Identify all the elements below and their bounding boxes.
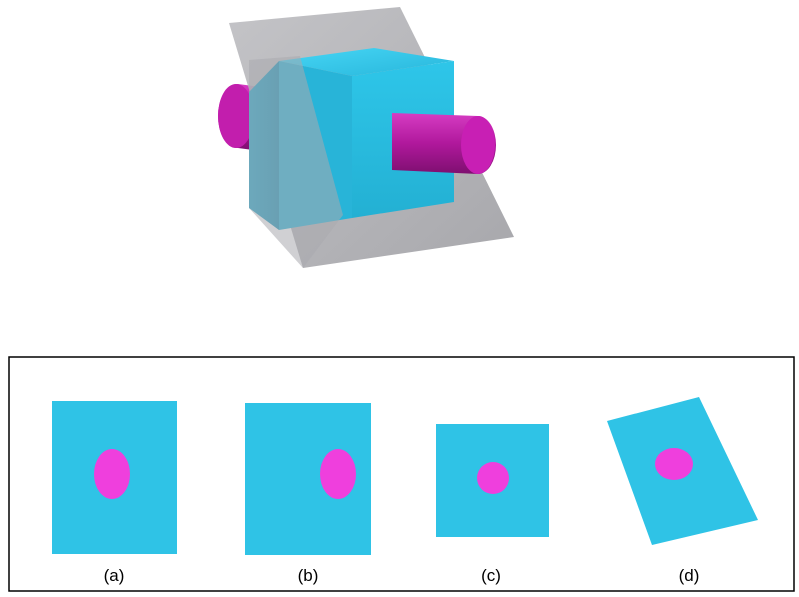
option-a-label: (a) <box>103 566 125 585</box>
hole-d <box>655 448 693 480</box>
option-a[interactable] <box>52 401 177 554</box>
option-d[interactable] <box>607 397 758 545</box>
option-c-label: (c) <box>481 566 501 585</box>
rod-right-end <box>461 116 495 174</box>
cube-top-face <box>279 48 454 76</box>
hole-c <box>477 462 509 494</box>
cutting-plane-front <box>249 56 343 268</box>
rod-left-end <box>218 84 254 148</box>
solid-illustration <box>218 7 514 268</box>
hole-a <box>94 449 130 499</box>
option-b-label: (b) <box>297 566 319 585</box>
option-c[interactable] <box>436 424 549 537</box>
hole-b <box>320 449 356 499</box>
option-b[interactable] <box>245 403 371 555</box>
option-d-label: (d) <box>678 566 700 585</box>
